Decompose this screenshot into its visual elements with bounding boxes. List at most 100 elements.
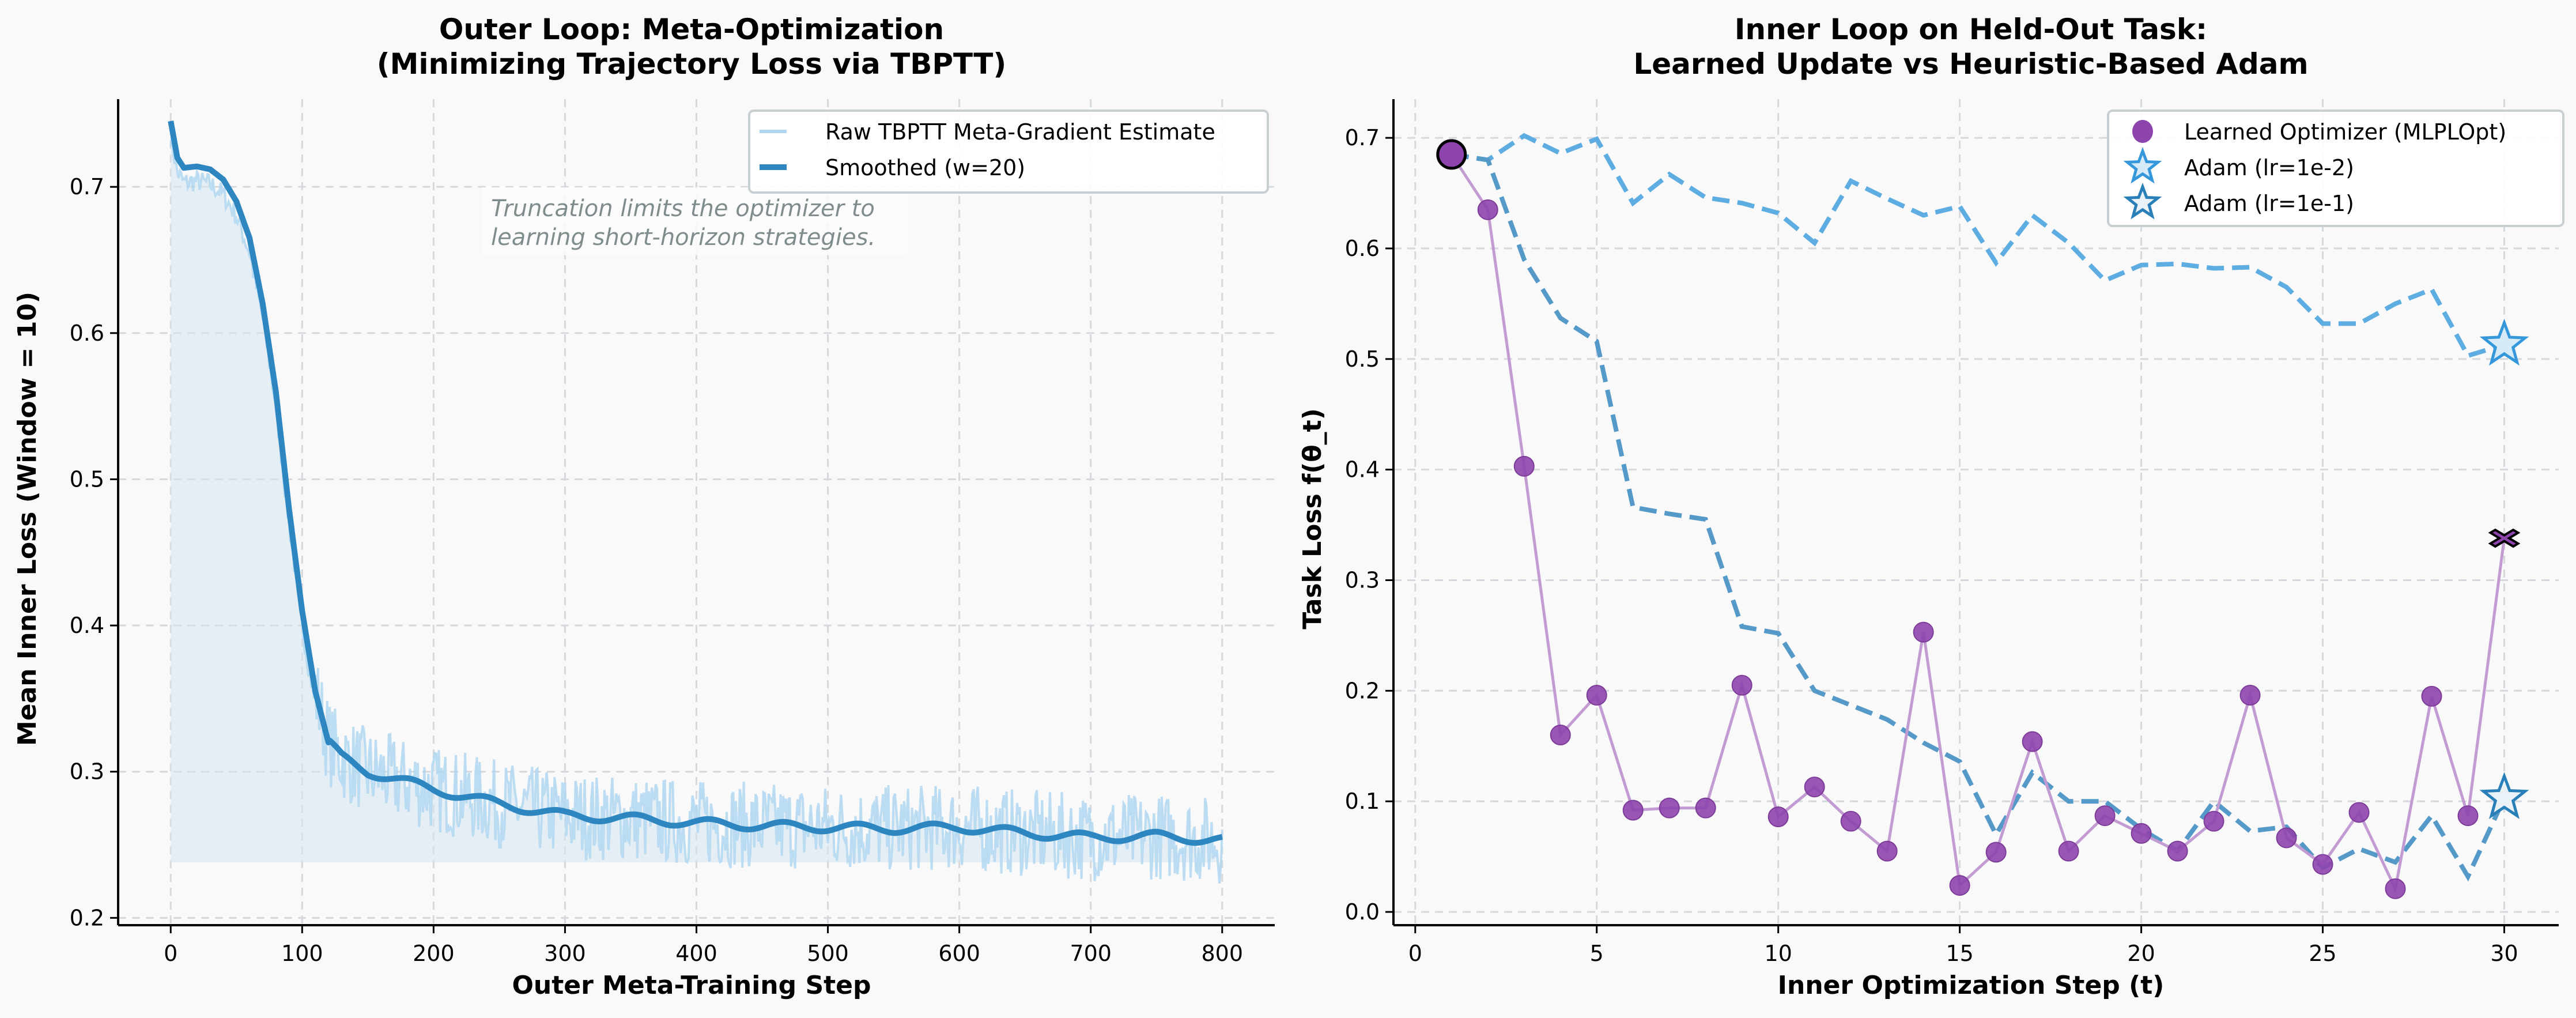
inner-axes	[1392, 99, 2559, 926]
outer-y-ticks: 0.2 0.3 0.4 0.5 0.6 0.7	[70, 174, 118, 930]
legend-adam-1e-1-star-icon	[2123, 182, 2162, 220]
legend-adam-1e-1-label: Adam (lr=1e-1)	[2184, 191, 2354, 216]
y-tick-label: 0.6	[1345, 236, 1380, 261]
learned-point	[2239, 684, 2261, 706]
learned-point	[2385, 878, 2406, 899]
outer-chart-title-line1: Outer Loop: Meta-Optimization	[439, 13, 944, 46]
learned-point	[1913, 621, 1934, 643]
adam-1e-1-line	[1451, 152, 2507, 882]
annotation-line2: learning short-horizon strategies.	[491, 224, 875, 251]
learned-point	[2131, 823, 2152, 844]
learned-point	[1550, 725, 1571, 746]
learned-point	[1695, 797, 1716, 819]
legend-raw-label: Raw TBPTT Meta-Gradient Estimate	[825, 119, 1215, 145]
y-tick-label: 0.4	[70, 613, 104, 638]
y-tick-label: 0.0	[1345, 899, 1380, 925]
x-tick-label: 5	[1590, 941, 1604, 966]
inner-loop-chart: Inner Loop on Held-Out Task: Learned Upd…	[1298, 13, 2564, 1000]
learned-point	[1731, 674, 1752, 696]
inner-x-ticks: 0 5 10 15 20 25 30	[1408, 925, 2518, 966]
learned-point	[1767, 806, 1789, 828]
learned-point	[2276, 827, 2297, 849]
learned-point	[2167, 840, 2188, 862]
inner-y-ticks: 0.0 0.1 0.2 0.3 0.4 0.5 0.6 0.7	[1345, 125, 1393, 925]
x-tick-label: 15	[1946, 941, 1973, 966]
x-tick-label: 200	[413, 941, 455, 966]
legend-learned-label: Learned Optimizer (MLPLOpt)	[2184, 119, 2506, 145]
annotation-line1: Truncation limits the optimizer to	[491, 195, 875, 222]
y-tick-label: 0.5	[70, 466, 104, 492]
inner-legend-box	[2107, 110, 2564, 227]
outer-legend-box	[748, 110, 1269, 194]
outer-x-ticks: 0 100 200 300 400 500 600 700 800	[164, 925, 1243, 966]
adam-1e-2-line	[1451, 133, 2505, 359]
learned-point	[1622, 800, 1644, 821]
learned-point	[2348, 802, 2370, 823]
adam-1e-2-end-star	[2479, 318, 2529, 366]
y-tick-label: 0.3	[1345, 567, 1380, 593]
y-tick-label: 0.2	[70, 905, 104, 930]
learned-point	[2457, 805, 2479, 827]
learned-point	[1804, 776, 1825, 798]
smoothed-series-line	[168, 120, 1224, 846]
learned-point	[2094, 805, 2116, 827]
y-tick-label: 0.2	[1345, 678, 1380, 703]
y-tick-label: 0.6	[70, 321, 104, 346]
x-tick-label: 800	[1202, 941, 1244, 966]
y-tick-label: 0.5	[1345, 346, 1380, 372]
raw-area-fill	[171, 134, 1222, 884]
y-tick-label: 0.7	[70, 174, 104, 199]
learned-point	[2022, 731, 2043, 752]
inner-y-axis-label: Task Loss f(θ_t)	[1298, 408, 1327, 629]
legend-adam-1e-2-star-icon	[2123, 146, 2162, 184]
legend-learned-marker	[2132, 120, 2153, 143]
x-tick-label: 600	[938, 941, 980, 966]
y-tick-label: 0.3	[70, 759, 104, 785]
learned-point	[1985, 842, 2007, 863]
inner-series-markers	[1436, 139, 2529, 899]
inner-x-axis-label: Inner Optimization Step (t)	[1778, 971, 2165, 1000]
inner-chart-title-line2: Learned Update vs Heuristic-Based Adam	[1633, 47, 2308, 81]
raw-series-line	[169, 133, 1223, 884]
x-tick-label: 20	[2127, 941, 2155, 966]
learned-point	[1659, 797, 1680, 819]
y-tick-label: 0.1	[1345, 789, 1380, 814]
outer-raw-fill	[171, 134, 1222, 884]
learned-point	[1876, 840, 1898, 862]
x-tick-label: 300	[544, 941, 586, 966]
learned-point	[1586, 684, 1607, 706]
learned-point	[2058, 840, 2079, 862]
learned-start-marker	[1436, 139, 1467, 170]
outer-loop-chart: Outer Loop: Meta-Optimization (Minimizin…	[13, 13, 1275, 1000]
learned-point	[1840, 810, 1861, 832]
x-tick-label: 30	[2490, 941, 2518, 966]
x-tick-label: 400	[675, 941, 717, 966]
learned-point	[1513, 455, 1535, 477]
learned-optimizer-line	[1450, 153, 2506, 893]
outer-legend: Raw TBPTT Meta-Gradient Estimate Smoothe…	[748, 110, 1269, 194]
annotation-background	[481, 187, 908, 255]
x-tick-label: 10	[1765, 941, 1792, 966]
outer-annotation: Truncation limits the optimizer to learn…	[481, 187, 908, 255]
legend-adam-1e-2-label: Adam (lr=1e-2)	[2184, 155, 2354, 180]
legend-smoothed-label: Smoothed (w=20)	[825, 155, 1025, 180]
outer-raw-series	[169, 133, 1223, 884]
learned-point	[2421, 685, 2442, 707]
learned-point	[1477, 199, 1498, 220]
learned-end-x-marker	[2488, 528, 2521, 548]
y-tick-label: 0.7	[1345, 125, 1380, 150]
x-tick-label: 0	[1408, 941, 1422, 966]
x-tick-label: 100	[281, 941, 323, 966]
outer-chart-title-line2: (Minimizing Trajectory Loss via TBPTT)	[377, 47, 1006, 81]
outer-y-axis-label: Mean Inner Loss (Window = 10)	[13, 292, 42, 746]
learned-point	[1949, 874, 1970, 896]
learned-point	[2203, 810, 2224, 832]
adam-1e-1-end-star	[2479, 772, 2529, 819]
outer-x-axis-label: Outer Meta-Training Step	[512, 971, 871, 1000]
x-tick-label: 25	[2309, 941, 2336, 966]
x-tick-label: 0	[164, 941, 177, 966]
inner-legend: Learned Optimizer (MLPLOpt) Adam (lr=1e-…	[2107, 110, 2564, 227]
x-tick-label: 700	[1070, 941, 1112, 966]
inner-chart-title-line1: Inner Loop on Held-Out Task:	[1735, 13, 2207, 46]
